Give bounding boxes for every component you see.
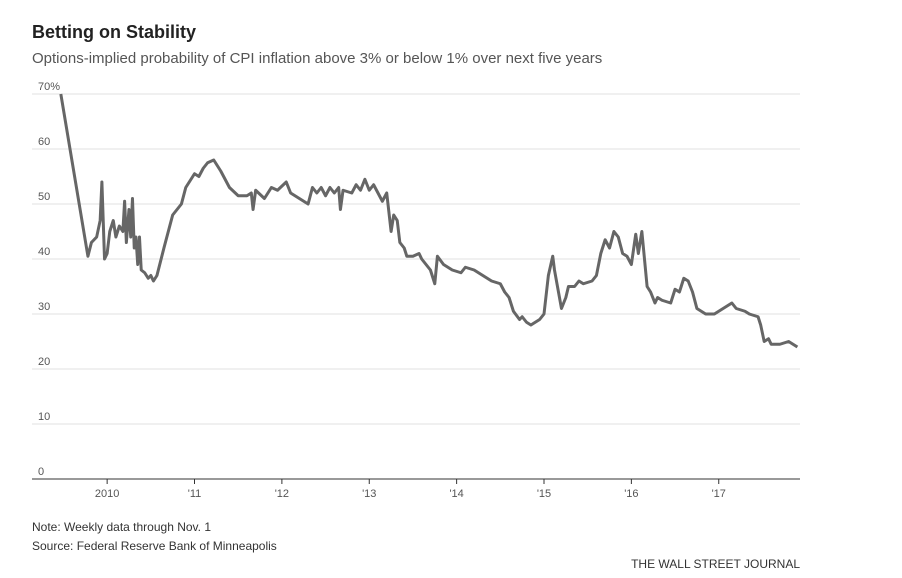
x-tick-label: '13 bbox=[362, 488, 376, 500]
y-tick-label: 0 bbox=[38, 466, 44, 478]
source: Source: Federal Reserve Bank of Minneapo… bbox=[32, 539, 277, 553]
y-tick-label: 70% bbox=[38, 81, 60, 93]
x-tick-label: '15 bbox=[537, 488, 551, 500]
note: Note: Weekly data through Nov. 1 bbox=[32, 520, 211, 534]
x-tick-label: '12 bbox=[275, 488, 289, 500]
chart-subtitle: Options-implied probability of CPI infla… bbox=[32, 50, 602, 67]
chart-title: Betting on Stability bbox=[32, 22, 196, 42]
y-tick-label: 50 bbox=[38, 191, 50, 203]
x-tick-label: 2010 bbox=[95, 488, 119, 500]
y-tick-label: 60 bbox=[38, 136, 50, 148]
x-tick-label: '17 bbox=[712, 488, 726, 500]
y-tick-label: 20 bbox=[38, 356, 50, 368]
x-tick-label: '14 bbox=[449, 488, 463, 500]
y-tick-label: 30 bbox=[38, 301, 50, 313]
y-tick-label: 40 bbox=[38, 246, 50, 258]
y-tick-label: 10 bbox=[38, 411, 50, 423]
credit: THE WALL STREET JOURNAL bbox=[631, 557, 800, 571]
line-series bbox=[59, 93, 799, 349]
x-tick-label: '11 bbox=[188, 488, 202, 500]
x-tick-label: '16 bbox=[624, 488, 638, 500]
